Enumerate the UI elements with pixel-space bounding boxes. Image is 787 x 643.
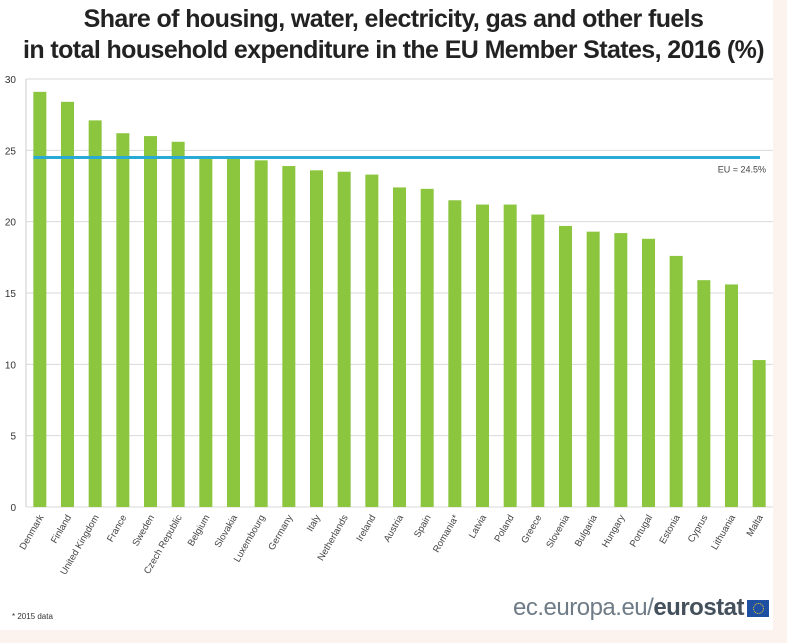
y-tick-label: 5	[10, 432, 16, 443]
bar	[752, 360, 766, 507]
x-tick-label: Germany	[266, 513, 295, 553]
chart-title: Share of housing, water, electricity, ga…	[0, 4, 787, 66]
x-tick-label: Spain	[412, 513, 434, 540]
x-tick-label: Cyprus	[686, 513, 711, 545]
x-tick-label: Lithuania	[709, 512, 738, 552]
y-tick-label: 30	[5, 75, 17, 86]
bar	[171, 141, 185, 508]
chart-title-line-2: in total household expenditure in the EU…	[23, 36, 765, 64]
y-tick-label: 0	[10, 503, 16, 514]
bar	[393, 187, 406, 507]
x-tick-label: Malta	[745, 512, 766, 538]
bar	[227, 157, 240, 507]
bar	[448, 200, 462, 507]
bar	[503, 204, 517, 507]
x-tick-label: Finland	[49, 513, 74, 545]
bar	[310, 170, 323, 507]
x-tick-label: Belgium	[186, 513, 213, 548]
bar	[282, 166, 296, 507]
chart-title-line-1: Share of housing, water, electricity, ga…	[83, 5, 704, 33]
bar	[420, 188, 434, 507]
y-tick-label: 15	[5, 289, 17, 300]
source-brand: eurostat	[653, 594, 744, 621]
x-tick-label: Slovakia	[213, 512, 241, 549]
x-tick-label: Austria	[382, 512, 407, 544]
x-tick-label: Latvia	[467, 512, 490, 540]
bar	[144, 136, 157, 508]
x-tick-label: Portugal	[628, 513, 655, 549]
x-tick-label: Hungary	[600, 513, 628, 550]
x-tick-label: Denmark	[18, 513, 47, 552]
bar	[199, 157, 213, 507]
bar	[116, 133, 130, 508]
eu-flag-icon	[747, 599, 769, 617]
bar	[61, 101, 74, 508]
bars	[33, 91, 766, 508]
x-tick-label: Slovenia	[544, 512, 572, 550]
y-tick-label: 10	[5, 360, 17, 371]
x-tick-label: Sweden	[130, 513, 157, 548]
y-tick-label: 20	[5, 218, 17, 229]
x-tick-label: Romania*	[431, 513, 462, 555]
source-attribution[interactable]: ec.europa.eu/eurostat	[513, 594, 769, 622]
source-prefix: ec.europa.eu/	[513, 594, 654, 621]
eu-average-line-group: EU = 24.5%	[33, 155, 766, 174]
bar	[531, 214, 545, 508]
x-tick-label: Greece	[519, 513, 544, 545]
x-tick-label: Bulgaria	[573, 512, 600, 548]
y-axis-ticks: 0 5 10 15 20 25 30	[5, 75, 17, 514]
x-tick-label: Poland	[492, 513, 516, 544]
eu-average-label: EU = 24.5%	[718, 164, 766, 174]
bar	[254, 160, 268, 507]
bar	[33, 91, 47, 507]
x-tick-label: Ireland	[354, 513, 378, 544]
footnote: * 2015 data	[12, 612, 53, 621]
bar	[337, 171, 351, 507]
bar	[614, 233, 628, 507]
bar	[365, 174, 379, 507]
bar	[88, 120, 102, 507]
bar	[559, 225, 572, 508]
bar	[669, 255, 683, 507]
bar	[476, 204, 489, 507]
x-tick-label: Italy	[305, 513, 323, 534]
bar	[725, 284, 738, 507]
bar	[586, 231, 600, 508]
y-tick-label: 25	[5, 146, 17, 157]
bar	[697, 280, 711, 507]
x-tick-label: Estonia	[657, 512, 683, 546]
bar	[642, 238, 655, 507]
x-tick-label: France	[105, 513, 129, 544]
